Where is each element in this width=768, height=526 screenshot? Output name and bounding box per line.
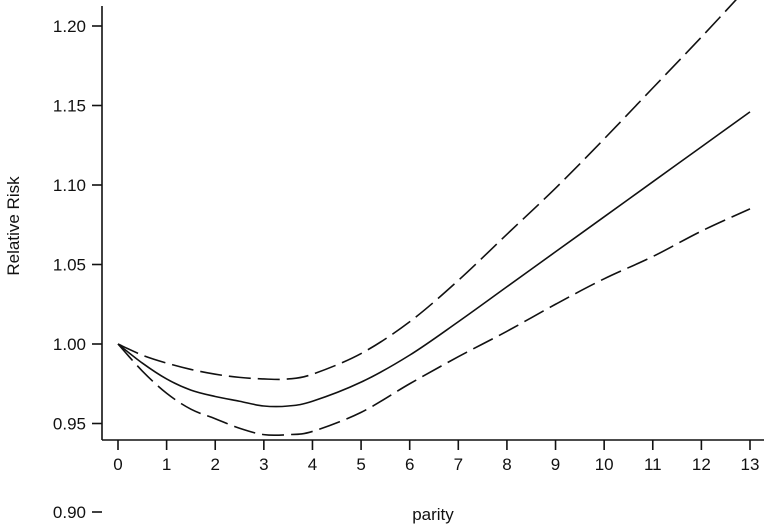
x-tick-label: 4 bbox=[308, 455, 317, 474]
x-tick-label: 5 bbox=[356, 455, 365, 474]
x-tick-label: 10 bbox=[595, 455, 614, 474]
y-axis-title: Relative Risk bbox=[4, 176, 23, 276]
x-tick-label: 2 bbox=[210, 455, 219, 474]
x-tick-label: 11 bbox=[644, 455, 662, 474]
y-tick-label-detached: 0.90 bbox=[53, 503, 86, 522]
y-tick-label: 1.20 bbox=[53, 17, 86, 36]
series-lines bbox=[117, 0, 751, 437]
y-tick-label: 1.00 bbox=[53, 335, 86, 354]
x-tick-label: 12 bbox=[692, 455, 711, 474]
estimate-line bbox=[117, 111, 751, 408]
y-tick-label: 0.95 bbox=[53, 415, 86, 434]
upper-ci-line bbox=[117, 0, 737, 381]
x-tick-label: 8 bbox=[502, 455, 511, 474]
x-tick-label: 13 bbox=[741, 455, 760, 474]
y-tick-label: 1.10 bbox=[53, 176, 86, 195]
x-tick-label: 3 bbox=[259, 455, 268, 474]
x-tick-label: 9 bbox=[551, 455, 560, 474]
x-tick-label: 1 bbox=[162, 455, 171, 474]
y-tick-label: 1.05 bbox=[53, 256, 86, 275]
x-axis-ticks: 0 1 2 3 4 5 6 7 8 9 10 11 12 13 bbox=[113, 440, 759, 474]
x-tick-label: 0 bbox=[113, 455, 122, 474]
y-axis-ticks: 0.95 1.00 1.05 1.10 1.15 1.20 bbox=[53, 17, 102, 434]
x-tick-label: 7 bbox=[454, 455, 463, 474]
x-tick-label: 6 bbox=[405, 455, 414, 474]
x-axis-title: parity bbox=[412, 505, 454, 524]
axes bbox=[101, 6, 764, 441]
lower-ci-line bbox=[117, 208, 751, 437]
y-tick-label: 1.15 bbox=[53, 97, 86, 116]
